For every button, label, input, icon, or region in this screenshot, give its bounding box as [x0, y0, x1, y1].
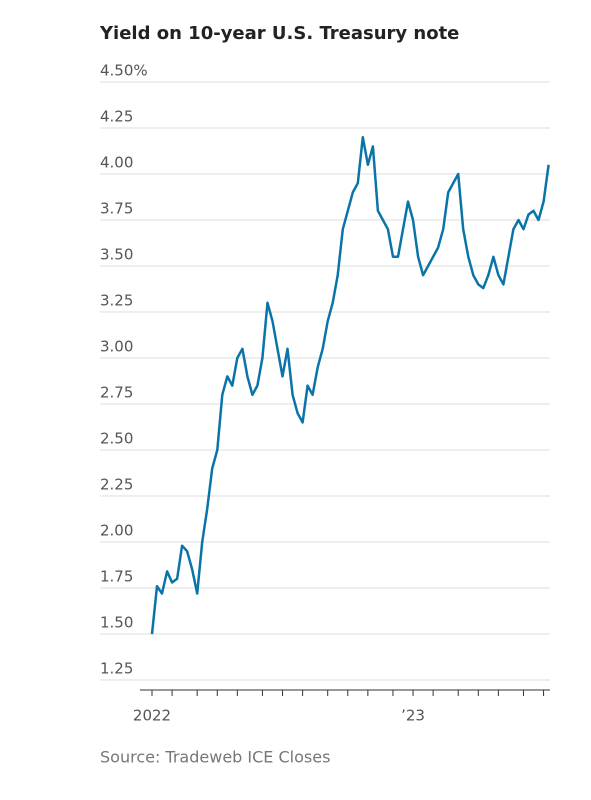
y-tick-label: 3.25	[100, 292, 133, 310]
x-tick-label: ’23	[401, 707, 425, 725]
x-tick-label: 2022	[133, 707, 171, 725]
y-tick-label: 2.00	[100, 522, 133, 540]
y-tick-label: 1.50	[100, 614, 133, 632]
y-tick-label: 2.25	[100, 476, 133, 494]
y-tick-label: 4.50%	[100, 62, 148, 80]
y-tick-label: 3.75	[100, 200, 133, 218]
y-tick-label: 1.25	[100, 660, 133, 678]
y-tick-label: 4.25	[100, 108, 133, 126]
y-tick-label: 3.00	[100, 338, 133, 356]
y-tick-label: 3.50	[100, 246, 133, 264]
chart-title: Yield on 10-year U.S. Treasury note	[99, 23, 459, 44]
y-tick-label: 2.75	[100, 384, 133, 402]
line	[150, 135, 550, 635]
source: Source: Tradeweb ICE Closes	[100, 748, 330, 767]
y-tick-label: 1.75	[100, 568, 133, 586]
y-tick-label: 2.50	[100, 430, 133, 448]
y-tick-label: 4.00	[100, 154, 133, 172]
